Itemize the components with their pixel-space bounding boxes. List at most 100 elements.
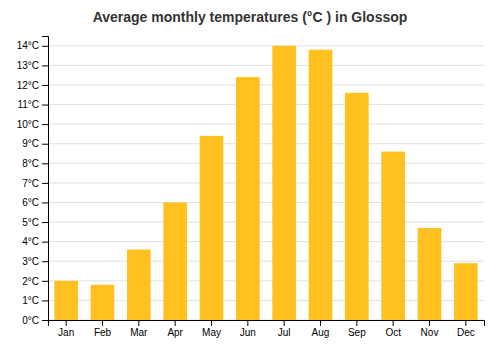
y-tick-label: 13°C	[17, 60, 39, 71]
y-tick-label: 9°C	[22, 138, 39, 149]
y-axis-line	[42, 37, 49, 321]
y-tick-label: 6°C	[22, 197, 39, 208]
y-tick-label: 14°C	[17, 40, 39, 51]
bar	[200, 136, 224, 320]
x-tick-label: Apr	[167, 327, 183, 338]
y-tick-mark	[42, 202, 48, 203]
y-tick: 2°C	[22, 276, 48, 287]
grid-line	[48, 222, 484, 223]
bar	[91, 285, 115, 320]
y-tick: 7°C	[22, 178, 48, 189]
x-tick: May	[202, 320, 221, 338]
bar	[163, 202, 187, 320]
bar	[272, 46, 296, 320]
x-tick-label: Mar	[130, 327, 148, 338]
x-tick: Oct	[385, 320, 401, 338]
x-tick-label: Jul	[278, 327, 291, 338]
y-tick-label: 0°C	[22, 315, 39, 326]
marks	[54, 46, 477, 320]
grid-line	[48, 143, 484, 144]
x-axis-line	[49, 321, 485, 327]
grid-line	[48, 45, 484, 46]
y-tick: 14°C	[17, 40, 48, 51]
y-tick: 13°C	[17, 60, 48, 71]
y-tick-mark	[42, 320, 48, 321]
bar	[345, 93, 369, 320]
bar	[418, 228, 442, 320]
y-tick-mark	[42, 124, 48, 125]
bar	[381, 152, 405, 320]
x-tick: Jan	[58, 320, 74, 338]
y-tick: 12°C	[17, 80, 48, 91]
y-tick-mark	[42, 242, 48, 243]
y-axis: 0°C1°C2°C3°C4°C5°C6°C7°C8°C9°C10°C11°C12…	[17, 37, 49, 326]
x-tick-label: Aug	[312, 327, 330, 338]
y-tick-mark	[42, 85, 48, 86]
x-tick-mark	[175, 320, 176, 326]
x-tick-mark	[429, 320, 430, 326]
x-tick-label: Sep	[348, 327, 366, 338]
bar	[454, 263, 478, 320]
y-tick-label: 11°C	[17, 99, 39, 110]
y-tick: 1°C	[22, 295, 48, 306]
x-tick: Mar	[130, 320, 148, 338]
x-tick-mark	[320, 320, 321, 326]
x-tick-label: Oct	[385, 327, 401, 338]
x-tick-mark	[284, 320, 285, 326]
y-tick-mark	[42, 261, 48, 262]
grid-line	[48, 104, 484, 105]
y-tick: 10°C	[17, 119, 48, 130]
bar	[309, 50, 333, 320]
x-tick-label: Feb	[94, 327, 112, 338]
chart-svg: Average monthly temperatures (°C ) in Gl…	[0, 0, 500, 350]
chart-container: Average monthly temperatures (°C ) in Gl…	[0, 0, 500, 350]
y-tick-mark	[42, 183, 48, 184]
x-tick-mark	[465, 320, 466, 326]
x-tick: Apr	[167, 320, 183, 338]
y-tick-label: 8°C	[22, 158, 39, 169]
y-tick-mark	[42, 222, 48, 223]
y-tick-mark	[42, 163, 48, 164]
y-tick-mark	[42, 144, 48, 145]
y-tick: 8°C	[22, 158, 48, 169]
y-tick: 6°C	[22, 197, 48, 208]
x-tick-label: Jun	[240, 327, 256, 338]
x-tick: Aug	[312, 320, 330, 338]
y-tick-mark	[42, 46, 48, 47]
x-tick: Dec	[457, 320, 475, 338]
y-tick-label: 1°C	[22, 295, 39, 306]
y-tick-mark	[42, 105, 48, 106]
x-tick-mark	[247, 320, 248, 326]
grid	[48, 46, 484, 320]
grid-line	[48, 84, 484, 85]
plot-area: 0°C1°C2°C3°C4°C5°C6°C7°C8°C9°C10°C11°C12…	[17, 37, 485, 339]
x-tick-mark	[102, 320, 103, 326]
y-tick-mark	[42, 281, 48, 282]
y-tick: 0°C	[22, 315, 48, 326]
x-tick-mark	[356, 320, 357, 326]
x-tick: Feb	[94, 320, 112, 338]
x-tick: Nov	[421, 320, 439, 338]
y-tick-mark	[42, 65, 48, 66]
x-tick-mark	[66, 320, 67, 326]
x-tick-mark	[138, 320, 139, 326]
x-tick-label: Nov	[421, 327, 439, 338]
x-tick: Jul	[278, 320, 291, 338]
x-tick-label: May	[202, 327, 221, 338]
grid-line	[48, 163, 484, 164]
y-tick-label: 4°C	[22, 236, 39, 247]
y-tick-label: 7°C	[22, 178, 39, 189]
grid-line	[48, 124, 484, 125]
y-tick: 9°C	[22, 138, 48, 149]
x-axis: Jan Feb Mar Apr May Jun Jul Aug Sep Oct Nov Dec	[49, 320, 485, 338]
x-tick-mark	[393, 320, 394, 326]
y-tick-label: 5°C	[22, 217, 39, 228]
grid-line	[48, 65, 484, 66]
y-tick: 11°C	[17, 99, 48, 110]
y-tick: 5°C	[22, 217, 48, 228]
bar	[54, 281, 78, 320]
chart-title: Average monthly temperatures (°C ) in Gl…	[93, 9, 408, 25]
y-tick-label: 10°C	[17, 119, 39, 130]
x-tick-mark	[211, 320, 212, 326]
x-tick: Sep	[348, 320, 366, 338]
